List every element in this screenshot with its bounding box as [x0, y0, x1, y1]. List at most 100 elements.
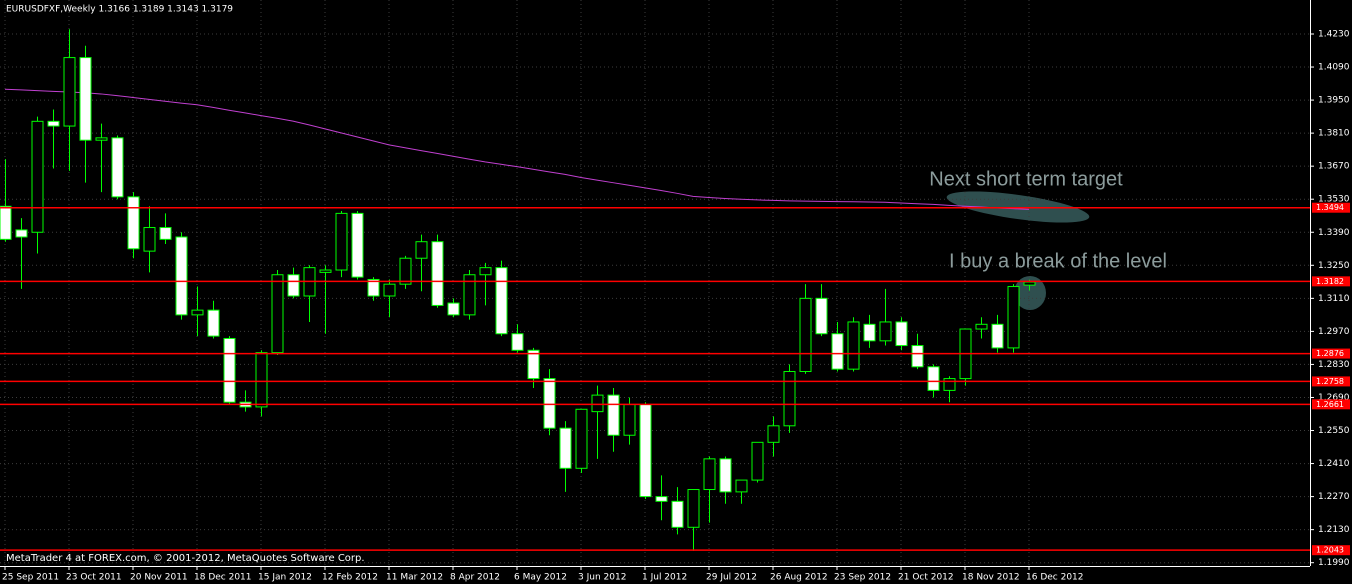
y-tick-label: 1.3670 [1318, 162, 1350, 172]
candle-body [175, 236, 188, 316]
y-tick-label: 1.2970 [1318, 327, 1350, 337]
candle-body [655, 496, 668, 502]
chart-title: EURUSDFXF,Weekly 1.3166 1.3189 1.3143 1.… [6, 5, 233, 15]
candle-body [991, 323, 1004, 349]
y-tick-label: 1.3950 [1318, 96, 1350, 106]
candle-body [527, 349, 540, 380]
candle-body [0, 205, 12, 240]
candle-body [911, 345, 924, 368]
candle-body [575, 408, 588, 469]
candle-body [335, 212, 348, 271]
candle-body [591, 394, 604, 413]
candle-body [63, 57, 76, 127]
candle-body [815, 297, 828, 335]
x-tick-label: 15 Jan 2012 [258, 573, 312, 583]
annotation: I buy a break of the level [949, 250, 1167, 272]
level-label: 1.2876 [1316, 349, 1344, 358]
candle-body [1007, 286, 1020, 349]
candle-body [79, 57, 92, 141]
candle-body [943, 378, 956, 391]
plot-area [0, 0, 1310, 566]
moving-average [4, 88, 1030, 210]
candle-body [511, 333, 524, 351]
candle-body [847, 321, 860, 370]
candle-body [399, 257, 412, 285]
y-tick-label: 1.2130 [1318, 525, 1350, 535]
candle-body [799, 297, 812, 373]
candle-body [47, 120, 60, 127]
x-tick-label: 8 Apr 2012 [450, 573, 500, 583]
candle-body [607, 394, 620, 436]
candle-body [127, 196, 140, 250]
candle-body [559, 427, 572, 469]
candle-body [783, 371, 796, 427]
y-tick-label: 1.2550 [1318, 426, 1350, 436]
candle-body [271, 274, 284, 354]
candle-body [319, 269, 332, 273]
annotation: Next short term target [929, 168, 1123, 190]
candle-body [495, 267, 508, 335]
y-tick-label: 1.3810 [1318, 129, 1350, 139]
x-tick-label: 23 Sep 2012 [834, 573, 891, 583]
level-label: 1.2758 [1316, 377, 1344, 386]
candle-body [431, 241, 444, 306]
level-label-box [1312, 399, 1350, 410]
level-label-box [1312, 348, 1350, 359]
candle-body [879, 321, 892, 342]
y-tick-label: 1.2690 [1318, 393, 1350, 403]
x-tick-label: 12 Feb 2012 [322, 573, 378, 583]
y-tick-label: 1.4230 [1318, 29, 1350, 39]
level-label: 1.3182 [1316, 277, 1344, 286]
candle-body [255, 352, 268, 408]
y-tick-label: 1.4090 [1318, 63, 1350, 73]
x-tick-label: 1 Jul 2012 [642, 573, 687, 583]
level-label: 1.2043 [1316, 546, 1344, 555]
y-tick-label: 1.2270 [1318, 492, 1350, 502]
candle-body [687, 489, 700, 528]
candle-body [719, 458, 732, 493]
x-tick-label: 23 Oct 2011 [66, 573, 122, 583]
level-label-box [1312, 545, 1350, 556]
candle-body [479, 267, 492, 276]
candle-body [927, 366, 940, 391]
x-tick-label: 18 Dec 2011 [194, 573, 252, 583]
candle-body [831, 333, 844, 370]
candle-body [863, 323, 876, 342]
y-tick-label: 1.3530 [1318, 195, 1350, 205]
x-tick-label: 3 Jun 2012 [578, 573, 626, 583]
y-tick-label: 1.1990 [1318, 558, 1350, 568]
candle-body [463, 274, 476, 316]
x-tick-label: 26 Aug 2012 [770, 573, 828, 583]
y-tick-label: 1.2410 [1318, 459, 1350, 469]
candle-body [623, 404, 636, 436]
x-tick-label: 25 Sep 2011 [2, 573, 59, 583]
level-label-box [1312, 276, 1350, 287]
candle-body [639, 404, 652, 498]
candle-body [383, 283, 396, 297]
y-tick-label: 1.2830 [1318, 360, 1350, 370]
candle-body [159, 227, 172, 240]
candle-body [367, 278, 380, 297]
candle-body [191, 309, 204, 316]
candle-body [223, 337, 236, 403]
break-highlight [1014, 276, 1046, 310]
candle-body [543, 378, 556, 429]
candle-body [415, 241, 428, 259]
x-tick-label: 18 Nov 2012 [962, 573, 1020, 583]
candle-body [895, 321, 908, 347]
level-label-box [1312, 376, 1350, 387]
candle-body [111, 137, 124, 198]
y-tick-label: 1.3110 [1318, 294, 1350, 304]
y-tick-label: 1.3250 [1318, 261, 1350, 271]
candle-body [1023, 281, 1036, 286]
x-tick-label: 11 Mar 2012 [386, 573, 443, 583]
candle-body [735, 479, 748, 493]
x-tick-label: 6 May 2012 [514, 573, 567, 583]
level-label-box [1312, 202, 1350, 213]
candle-body [703, 458, 716, 491]
x-tick-label: 16 Dec 2012 [1026, 573, 1084, 583]
y-tick-label: 1.3390 [1318, 228, 1350, 238]
